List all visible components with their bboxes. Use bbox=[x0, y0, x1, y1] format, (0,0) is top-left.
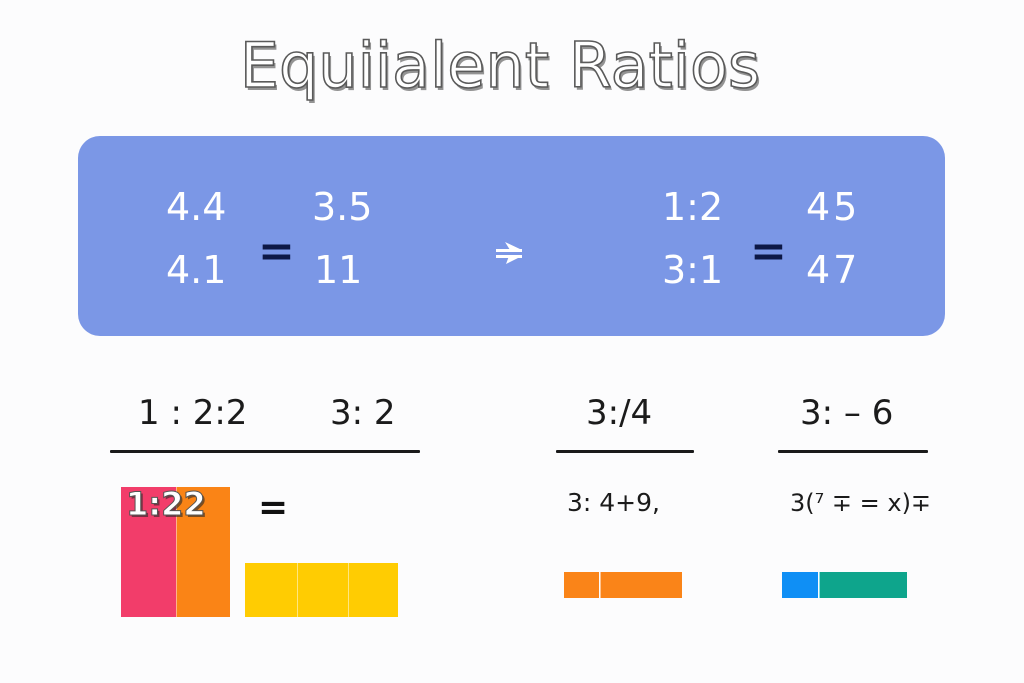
bar-orange-long bbox=[600, 572, 682, 598]
ratio-left-b: 3: 2 bbox=[330, 393, 396, 433]
panel-left-bottom-left: 4.1 bbox=[166, 248, 227, 292]
panel-right-equals: = bbox=[750, 226, 787, 277]
ratio-right: 3: – 6 bbox=[800, 393, 894, 433]
panel-left-bottom-right: 11 bbox=[314, 248, 363, 292]
bar-teal bbox=[819, 572, 907, 598]
block-equals: = bbox=[258, 487, 289, 528]
ratio-block-orange bbox=[176, 487, 230, 617]
panel-right-bottom-left: 3:1 bbox=[662, 248, 724, 292]
expression-middle: 3: 4+9, bbox=[567, 488, 660, 517]
divider-right bbox=[778, 450, 928, 453]
panel-left-equals: = bbox=[258, 226, 295, 277]
panel-right-top-left: 1:2 bbox=[662, 185, 724, 229]
bar-blue bbox=[782, 572, 818, 598]
swap-arrows-icon bbox=[492, 236, 526, 270]
ratio-block-yellow-3 bbox=[348, 563, 398, 617]
block-ratio-label: 1:22 bbox=[126, 485, 207, 524]
ratio-block-yellow-1 bbox=[245, 563, 297, 617]
expression-right: 3(⁷ ∓ = x)∓ bbox=[790, 489, 932, 517]
ratio-middle: 3:/4 bbox=[586, 393, 653, 433]
ratio-left-a: 1 : 2:2 bbox=[138, 393, 248, 433]
divider-left bbox=[110, 450, 420, 453]
panel-right-top-right: 45 bbox=[806, 185, 861, 229]
panel-left-top-left: 4.4 bbox=[166, 185, 227, 229]
divider-middle bbox=[556, 450, 694, 453]
ratio-panel bbox=[78, 136, 945, 336]
panel-right-bottom-right: 47 bbox=[806, 248, 861, 292]
page-title: Equiialent Ratios bbox=[239, 28, 761, 103]
ratio-block-pink bbox=[121, 487, 176, 617]
panel-left-top-right: 3.5 bbox=[312, 185, 373, 229]
ratio-block-yellow-2 bbox=[297, 563, 348, 617]
bar-orange-short bbox=[564, 572, 599, 598]
